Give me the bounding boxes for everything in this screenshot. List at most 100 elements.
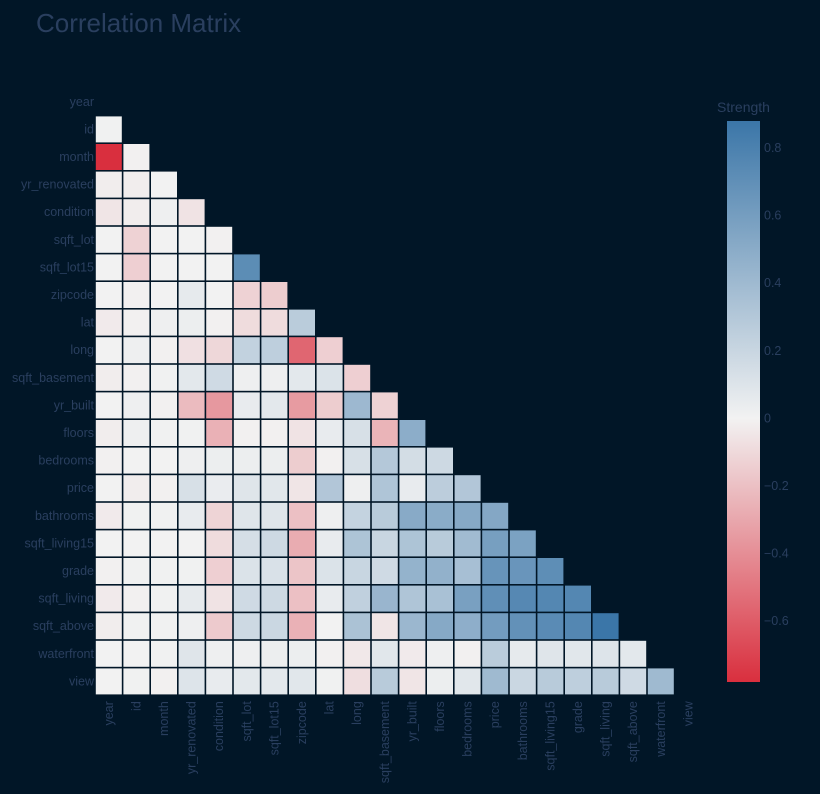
colorbar: Strength 0.8 0.6 0.4 0.2 0 −0.2 −0.4 −0.6	[717, 99, 789, 682]
heatmap-cell-sqft_basement-long	[344, 364, 371, 391]
heatmap-cell-sqft_living-price	[482, 585, 509, 612]
heatmap-cell-bedrooms-yr_renovated	[178, 447, 205, 474]
heatmap-cell-waterfront-bathrooms	[509, 640, 536, 667]
heatmap-cell-grade-sqft_living15	[537, 558, 564, 584]
heatmap-cell-price-lat	[316, 475, 343, 502]
heatmap-cell-sqft_living-year	[95, 585, 122, 612]
heatmap-cell-bathrooms-sqft_basement	[371, 502, 398, 529]
heatmap-cell-view-month	[151, 668, 177, 695]
heatmap-cell-waterfront-long	[344, 640, 371, 667]
heatmap-cell-view-bathrooms	[509, 668, 536, 695]
heatmap-cell-yr_renovated-year	[95, 171, 122, 198]
heatmap-cell-waterfront-grade	[565, 640, 591, 667]
heatmap-cell-grade-zipcode	[289, 558, 315, 584]
heatmap-cell-sqft_basement-year	[95, 364, 122, 391]
heatmap-cell-view-sqft_lot	[233, 668, 260, 695]
heatmap-cell-sqft_basement-yr_renovated	[178, 364, 205, 391]
heatmap-cell-sqft_basement-id	[123, 364, 150, 391]
heatmap-cell-lat-yr_renovated	[178, 309, 205, 336]
heatmap-cell-sqft_living15-condition	[206, 530, 233, 557]
heatmap-cell-waterfront-id	[123, 640, 150, 667]
heatmap-cell-grade-lat	[316, 558, 343, 584]
heatmap-cell-bathrooms-sqft_lot	[233, 502, 260, 529]
heatmap-cell-waterfront-month	[151, 640, 177, 667]
heatmap-cell-price-long	[344, 475, 371, 502]
heatmap-cell-grade-sqft_basement	[371, 558, 398, 584]
heatmap-cell-waterfront-yr_built	[399, 640, 426, 667]
heatmap-cell-floors-id	[123, 420, 150, 446]
heatmap-cell-price-floors	[427, 475, 453, 502]
heatmap-cell-bathrooms-price	[482, 502, 509, 529]
heatmap-cell-waterfront-zipcode	[289, 640, 315, 667]
y-tick-label: bathrooms	[35, 509, 94, 523]
heatmap-cell-grade-price	[482, 558, 509, 584]
heatmap-cell-sqft_living15-yr_built	[399, 530, 426, 557]
heatmap-cell-sqft_above-id	[123, 613, 150, 640]
heatmap-cell-sqft_living-month	[151, 585, 177, 612]
heatmap-cell-condition-id	[123, 199, 150, 226]
y-tick-label: id	[84, 122, 94, 136]
heatmap-cell-floors-sqft_lot	[233, 420, 260, 446]
heatmap-cell-sqft_lot15-condition	[206, 254, 233, 281]
heatmap-cell-price-yr_renovated	[178, 475, 205, 502]
heatmap-cell-long-zipcode	[289, 337, 315, 364]
x-tick-label: yr_renovated	[185, 701, 199, 774]
x-tick-label: bathrooms	[516, 701, 530, 760]
heatmap-cell-bathrooms-year	[95, 502, 122, 529]
x-tick-label: id	[129, 701, 143, 711]
heatmap-cell-long-id	[123, 337, 150, 364]
x-tick-label: sqft_basement	[378, 701, 392, 784]
y-tick-label: grade	[62, 564, 94, 578]
heatmap-cell-floors-lat	[316, 420, 343, 446]
heatmap-cell-sqft_above-sqft_lot	[233, 613, 260, 640]
y-tick-label: zipcode	[51, 288, 94, 302]
heatmap-cell-sqft_above-sqft_basement	[371, 613, 398, 640]
heatmap-cell-view-long	[344, 668, 371, 695]
x-axis: year id month yr_renovated condition sqft_lot…	[102, 700, 696, 783]
heatmap-cell-sqft_above-month	[151, 613, 177, 640]
heatmap-cell-sqft_basement-lat	[316, 364, 343, 391]
heatmap-cell-bedrooms-id	[123, 447, 150, 474]
y-tick-label: lat	[81, 316, 95, 330]
heatmap-cell-sqft_lot-year	[95, 226, 122, 253]
y-tick-label: sqft_living	[38, 592, 94, 606]
heatmap-cell-month-year	[95, 144, 122, 170]
x-tick-label: sqft_above	[626, 701, 640, 762]
y-tick-label: bedrooms	[38, 454, 94, 468]
heatmap-cell-lat-sqft_lot15	[261, 309, 288, 336]
x-tick-label: floors	[433, 701, 447, 732]
heatmap-cell-zipcode-sqft_lot15	[261, 282, 288, 308]
y-tick-label: condition	[44, 205, 94, 219]
heatmap-cell-sqft_lot-id	[123, 226, 150, 253]
heatmap-cell-bedrooms-sqft_lot	[233, 447, 260, 474]
heatmap-cell-price-bedrooms	[454, 475, 481, 502]
x-tick-label: condition	[212, 701, 226, 751]
heatmap-cell-floors-yr_built	[399, 420, 426, 446]
heatmap-cell-sqft_above-lat	[316, 613, 343, 640]
heatmap-cell-grade-long	[344, 558, 371, 584]
heatmap-cell-yr_built-month	[151, 392, 177, 419]
heatmap-cell-yr_renovated-id	[123, 171, 150, 198]
heatmap-cell-grade-bathrooms	[509, 558, 536, 584]
heatmap-cell-bathrooms-yr_renovated	[178, 502, 205, 529]
heatmap-cell-sqft_living-sqft_lot15	[261, 585, 288, 612]
heatmap-cell-zipcode-yr_renovated	[178, 282, 205, 308]
heatmap-cell-sqft_basement-sqft_lot15	[261, 364, 288, 391]
y-tick-label: month	[59, 150, 94, 164]
heatmap-cell-view-zipcode	[289, 668, 315, 695]
heatmap-cell-price-id	[123, 475, 150, 502]
heatmap-cell-yr_built-year	[95, 392, 122, 419]
heatmap-cell-grade-month	[151, 558, 177, 584]
colorbar-tick-label: 0.6	[764, 209, 781, 223]
heatmap-cell-bedrooms-sqft_basement	[371, 447, 398, 474]
heatmap-cell-bathrooms-long	[344, 502, 371, 529]
heatmap-cell-lat-month	[151, 309, 177, 336]
heatmap-cell-sqft_living-bedrooms	[454, 585, 481, 612]
heatmap-cell-sqft_above-bathrooms	[509, 613, 536, 640]
heatmap-cell-view-sqft_basement	[371, 668, 398, 695]
heatmap-cell-yr_built-long	[344, 392, 371, 419]
heatmap-cell-sqft_living15-lat	[316, 530, 343, 557]
heatmap-cell-lat-zipcode	[289, 309, 315, 336]
heatmap-cell-view-sqft_above	[620, 668, 647, 695]
